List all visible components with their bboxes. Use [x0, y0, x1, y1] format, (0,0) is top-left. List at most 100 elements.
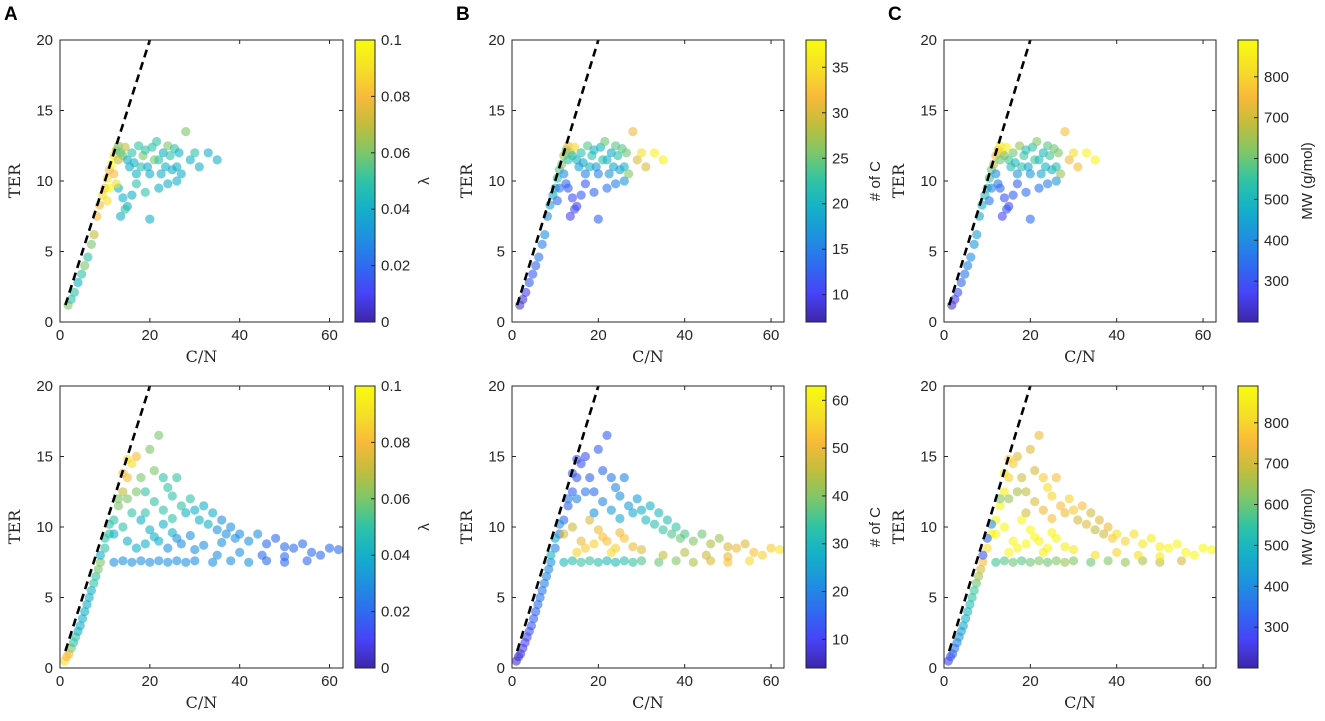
reference-line: [515, 386, 600, 652]
data-point: [628, 508, 638, 518]
x-tick-label: 60: [1195, 327, 1212, 344]
data-point: [991, 557, 1001, 567]
data-point: [1073, 515, 1083, 525]
data-point: [1012, 487, 1023, 497]
data-point: [1060, 127, 1070, 137]
data-point: [563, 501, 573, 511]
data-point: [559, 529, 569, 539]
data-point: [140, 487, 150, 497]
data-point: [167, 491, 177, 501]
colorbar-label: MW (g/mol): [1299, 142, 1316, 220]
data-point: [118, 193, 128, 203]
colorbar: [354, 385, 376, 669]
colorbar-tick-label: 0.08: [381, 434, 410, 451]
data-point: [598, 497, 608, 507]
data-point: [73, 277, 83, 288]
data-point: [960, 269, 970, 279]
data-point: [1025, 525, 1035, 535]
data-point: [1030, 532, 1040, 542]
data-point: [667, 529, 677, 539]
data-point: [641, 162, 651, 172]
data-point: [333, 545, 343, 555]
data-point: [971, 578, 982, 589]
reference-line: [947, 386, 1032, 652]
data-point: [93, 564, 103, 574]
data-point: [1047, 491, 1057, 501]
colorbar-tick-label: 0.06: [381, 145, 410, 162]
data-point: [1012, 179, 1023, 189]
data-point: [654, 508, 664, 518]
data-point: [991, 169, 1001, 179]
y-tick-label: 10: [488, 173, 505, 190]
data-point: [654, 557, 664, 567]
data-point: [199, 501, 209, 511]
y-axis-label: TER: [889, 163, 908, 198]
data-point: [104, 183, 114, 193]
data-point: [172, 176, 182, 186]
data-point: [1021, 508, 1031, 518]
x-tick-label: 40: [231, 327, 248, 344]
data-point: [1043, 482, 1053, 493]
data-point: [302, 556, 312, 566]
data-point: [145, 557, 155, 567]
y-tick-label: 0: [45, 314, 53, 331]
data-point: [578, 158, 588, 168]
data-point: [1017, 162, 1027, 172]
y-tick-label: 15: [920, 103, 937, 120]
colorbar: [805, 39, 827, 323]
data-point: [1051, 556, 1061, 566]
data-point: [280, 552, 290, 562]
data-point: [129, 158, 139, 168]
data-point: [680, 529, 690, 539]
y-tick-label: 0: [497, 314, 505, 331]
data-point: [546, 550, 556, 560]
data-point: [632, 155, 642, 165]
data-point: [999, 193, 1010, 203]
data-point: [1090, 155, 1100, 165]
colorbar-tick-label: 30: [832, 105, 849, 122]
data-point: [172, 162, 182, 172]
x-tick-label: 60: [1195, 673, 1212, 690]
data-point: [212, 550, 222, 560]
data-point: [537, 239, 547, 249]
y-tick-label: 5: [497, 590, 505, 607]
data-point: [999, 522, 1010, 532]
data-point: [671, 522, 681, 532]
colorbar-tick-label: 0.06: [381, 491, 410, 508]
data-point: [1034, 183, 1044, 193]
x-axis-label: C/N: [632, 347, 664, 366]
data-point: [615, 513, 625, 524]
data-point: [602, 183, 612, 193]
colorbar-tick-label: 0.02: [381, 604, 410, 621]
data-point: [688, 536, 698, 546]
colorbar-tick-label: 0.1: [381, 378, 402, 395]
data-point: [1138, 539, 1148, 549]
data-point: [645, 501, 655, 511]
x-tick-label: 60: [763, 327, 780, 344]
data-point: [111, 179, 121, 189]
data-point: [1086, 508, 1096, 518]
data-point: [1021, 539, 1031, 549]
data-point: [194, 162, 204, 172]
data-point: [615, 491, 625, 501]
data-point: [1056, 169, 1066, 179]
plot-area: [512, 40, 784, 322]
colorbar: [354, 39, 376, 323]
data-point: [77, 269, 87, 279]
data-point: [731, 543, 742, 553]
data-point: [127, 557, 137, 567]
data-point: [619, 162, 629, 172]
data-point: [181, 127, 191, 137]
data-point: [86, 239, 96, 249]
data-point: [619, 473, 629, 483]
data-point: [174, 148, 184, 158]
data-point: [69, 287, 79, 297]
colorbar: [1237, 385, 1259, 669]
data-point: [1090, 525, 1100, 535]
data-point: [145, 444, 155, 454]
data-point: [203, 519, 213, 529]
data-point: [585, 162, 595, 172]
data-point: [1008, 557, 1018, 567]
colorbar-tick-label: 700: [1264, 110, 1289, 127]
colorbar-label: MW (g/mol): [1299, 488, 1316, 566]
